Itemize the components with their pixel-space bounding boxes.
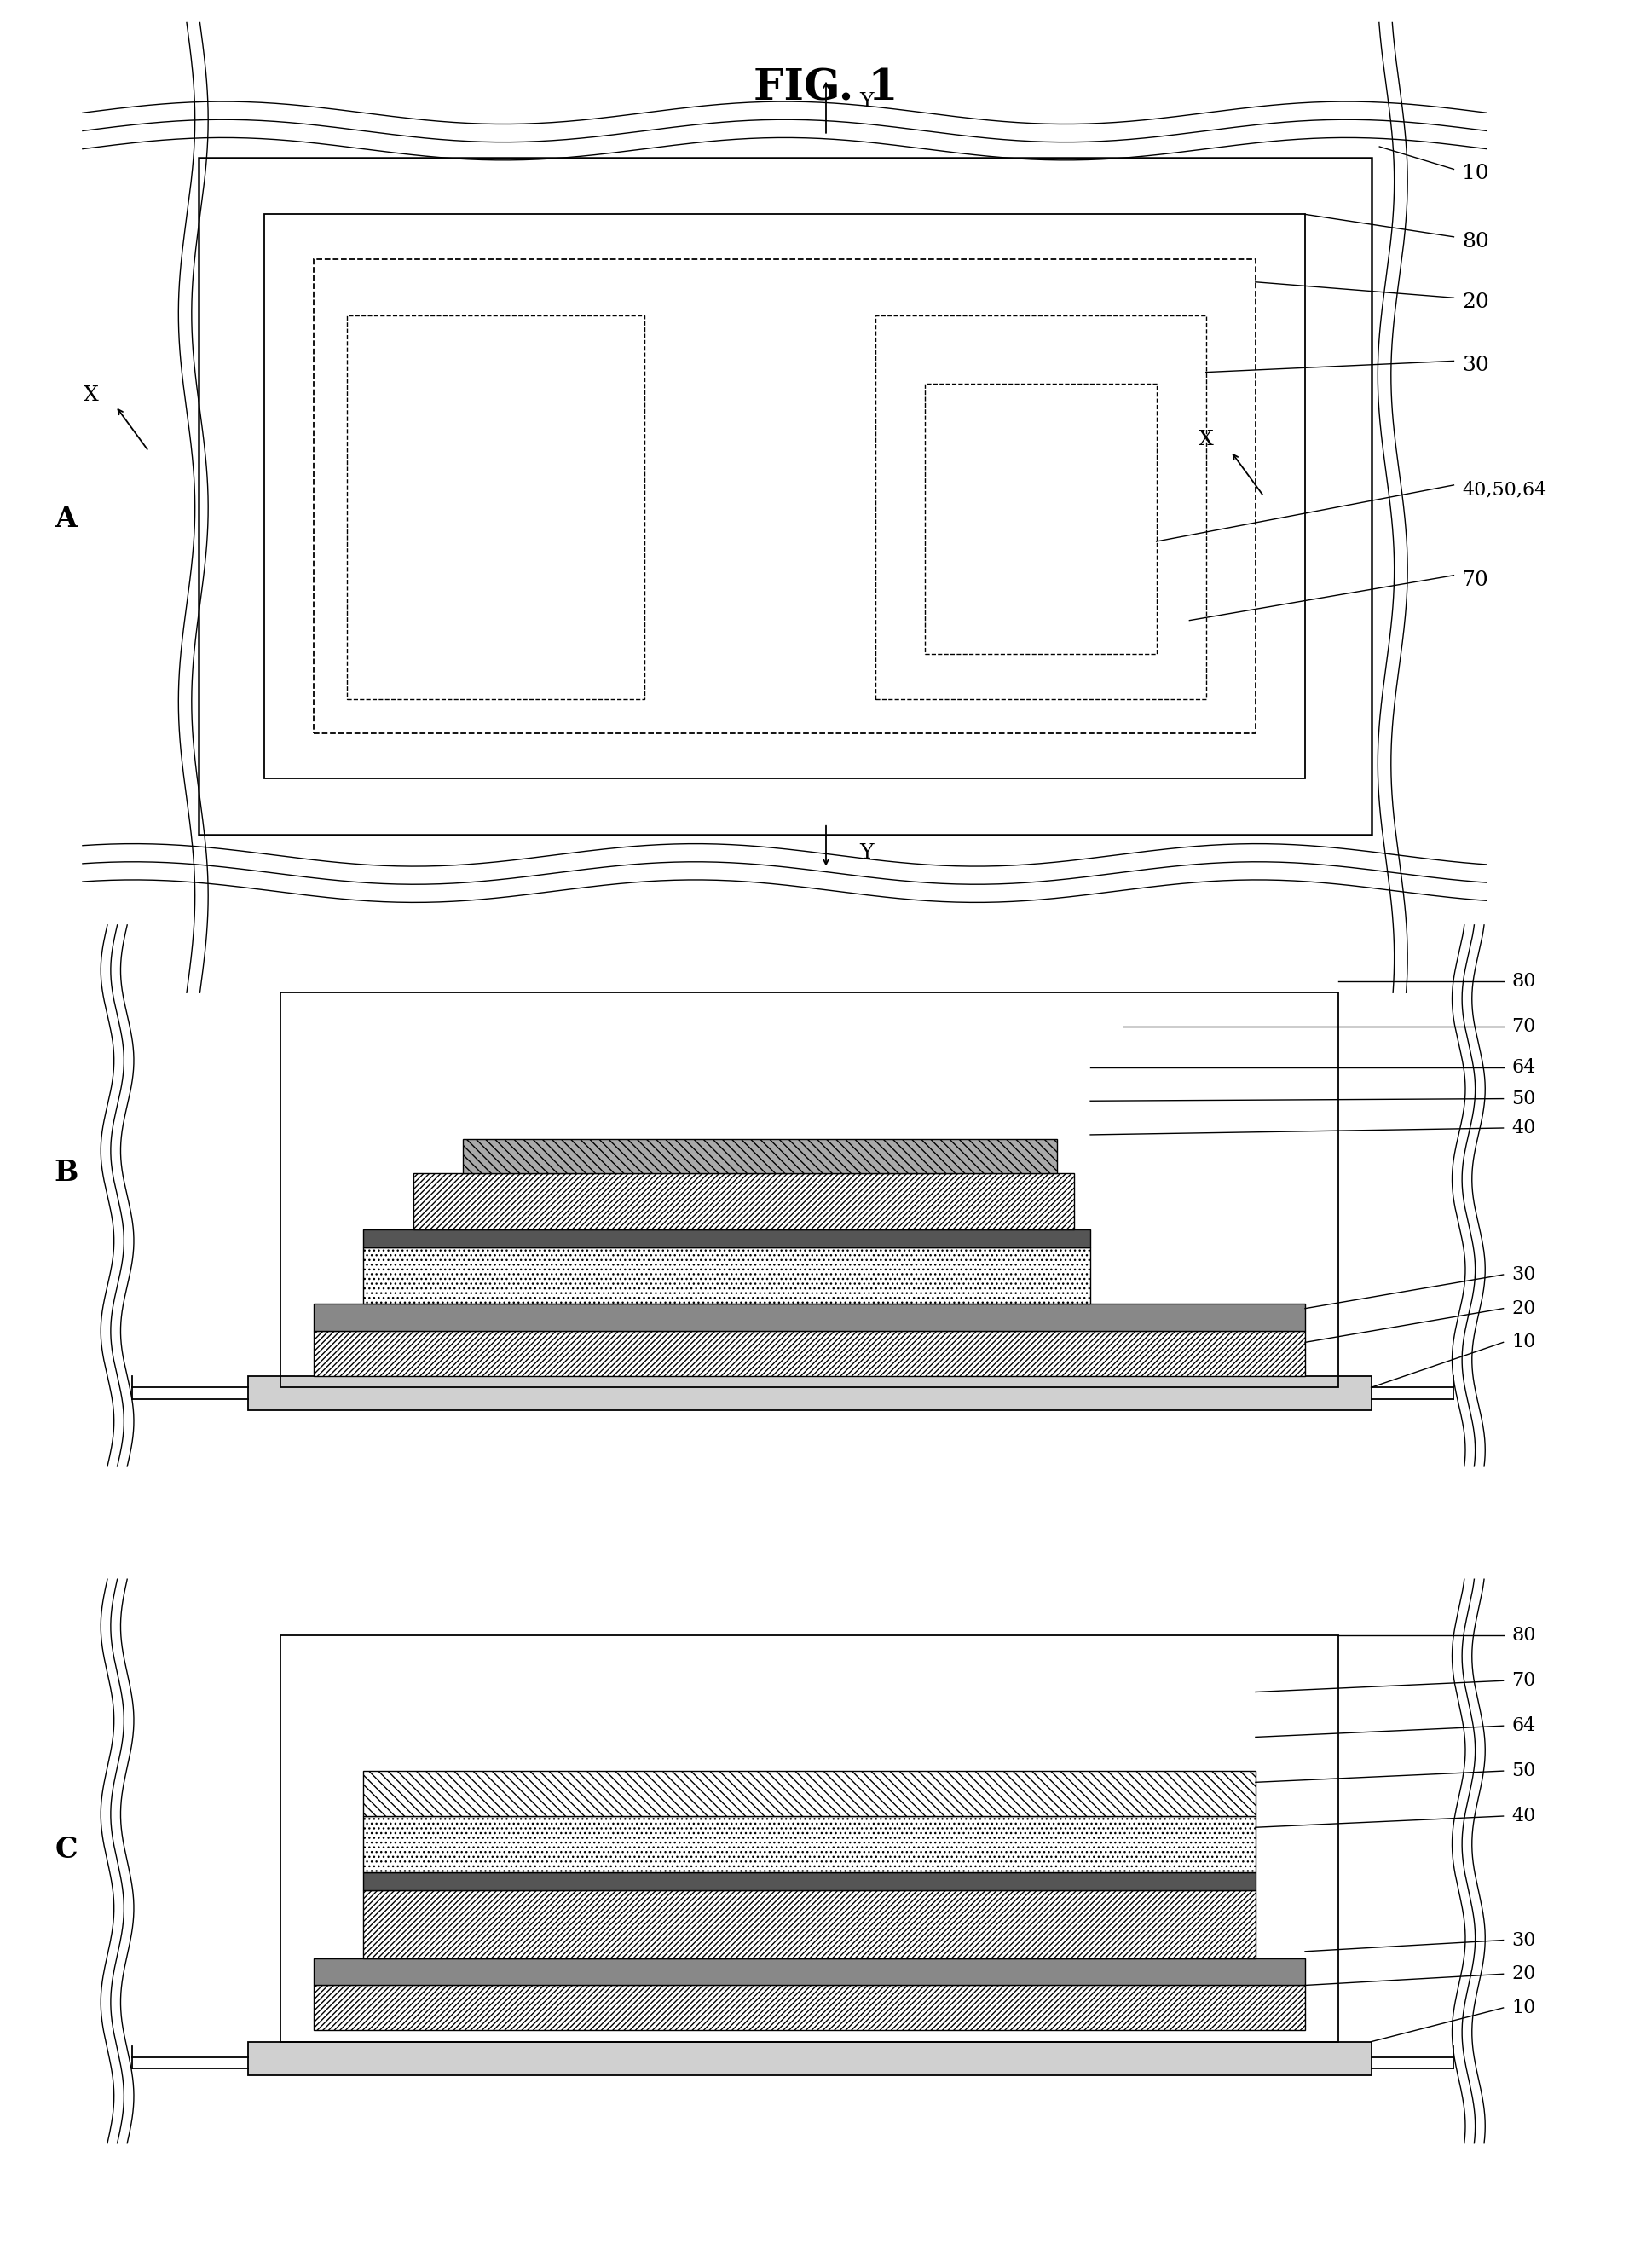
Bar	[463, 1139, 1057, 1173]
Bar	[413, 1173, 1074, 1230]
Text: 30: 30	[1512, 1266, 1536, 1284]
Text: 40,50,64: 40,50,64	[1462, 481, 1546, 499]
Text: 10: 10	[1462, 165, 1488, 183]
Bar	[925, 384, 1156, 654]
Text: 50: 50	[1512, 1762, 1536, 1780]
Bar	[264, 214, 1305, 778]
Bar	[363, 1816, 1256, 1872]
Bar	[314, 1958, 1305, 1985]
Text: 10: 10	[1512, 1333, 1536, 1351]
Text: 40: 40	[1512, 1119, 1536, 1137]
Text: 70: 70	[1512, 1672, 1536, 1690]
Bar	[314, 1304, 1305, 1331]
Text: 40: 40	[1512, 1807, 1536, 1825]
Text: A: A	[55, 505, 78, 532]
Bar	[363, 1230, 1090, 1248]
Text: 20: 20	[1462, 293, 1488, 311]
Text: B: B	[55, 1160, 78, 1187]
Bar	[314, 1331, 1305, 1376]
Text: Y: Y	[859, 844, 874, 862]
Text: 20: 20	[1512, 1299, 1536, 1318]
Text: 70: 70	[1462, 571, 1488, 589]
Bar	[363, 1771, 1256, 1816]
Bar	[281, 1636, 1338, 2042]
Bar	[314, 259, 1256, 733]
Bar	[314, 1985, 1305, 2030]
Text: 80: 80	[1462, 232, 1488, 250]
Text: 80: 80	[1512, 1627, 1536, 1645]
Text: X: X	[1198, 431, 1214, 449]
Text: 80: 80	[1512, 972, 1536, 990]
Text: Y: Y	[859, 92, 874, 111]
Text: 30: 30	[1462, 356, 1488, 374]
Bar	[198, 158, 1371, 835]
Text: 10: 10	[1512, 1999, 1536, 2017]
Text: 50: 50	[1512, 1090, 1536, 1108]
Bar	[248, 2042, 1371, 2076]
Bar	[347, 316, 644, 699]
Bar	[281, 993, 1338, 1387]
Text: 20: 20	[1512, 1965, 1536, 1983]
Text: 30: 30	[1512, 1931, 1536, 1949]
Bar	[363, 1872, 1256, 1891]
Text: 64: 64	[1512, 1717, 1536, 1735]
Text: FIG. 1: FIG. 1	[753, 68, 899, 111]
Text: 70: 70	[1512, 1017, 1536, 1036]
Text: C: C	[55, 1836, 78, 1863]
Text: 64: 64	[1512, 1058, 1536, 1076]
Text: X: X	[83, 386, 99, 404]
Bar	[248, 1376, 1371, 1410]
Bar	[363, 1248, 1090, 1304]
Bar	[876, 316, 1206, 699]
Bar	[363, 1891, 1256, 1958]
